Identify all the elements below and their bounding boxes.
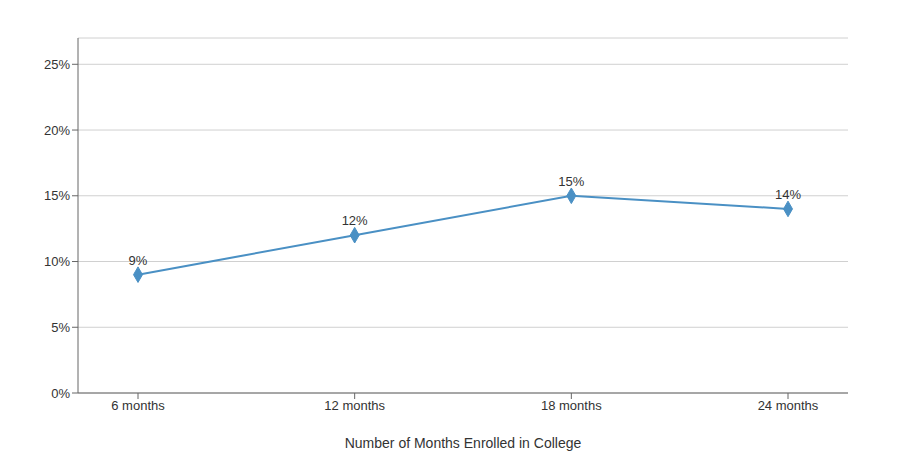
svg-text:6 months: 6 months xyxy=(111,398,165,413)
svg-text:15%: 15% xyxy=(558,174,584,189)
svg-text:20%: 20% xyxy=(44,123,70,138)
svg-text:25%: 25% xyxy=(44,57,70,72)
svg-text:18 months: 18 months xyxy=(541,398,602,413)
svg-text:12 months: 12 months xyxy=(324,398,385,413)
svg-text:14%: 14% xyxy=(775,187,801,202)
svg-text:12%: 12% xyxy=(342,213,368,228)
svg-text:9%: 9% xyxy=(129,253,148,268)
svg-text:24 months: 24 months xyxy=(758,398,819,413)
svg-text:0%: 0% xyxy=(51,386,70,401)
svg-text:15%: 15% xyxy=(44,188,70,203)
svg-text:10%: 10% xyxy=(44,254,70,269)
svg-text:Number of Months Enrolled in C: Number of Months Enrolled in College xyxy=(345,435,582,451)
svg-text:5%: 5% xyxy=(51,320,70,335)
